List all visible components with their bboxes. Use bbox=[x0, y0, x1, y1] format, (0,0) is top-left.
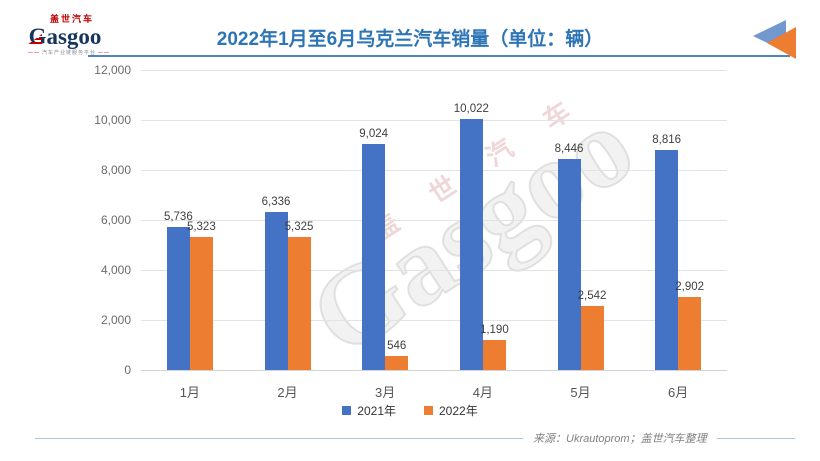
y-axis-tick-label: 8,000 bbox=[100, 163, 131, 177]
logo-tagline: 汽车产业链服务平台 bbox=[26, 51, 104, 56]
y-axis-tick-label: 6,000 bbox=[100, 213, 131, 227]
gridline-10,000 bbox=[141, 119, 727, 121]
bar-2021年-3月 bbox=[362, 144, 386, 370]
bar-2022年-5月 bbox=[580, 306, 604, 370]
bar-2021年-6月 bbox=[655, 149, 679, 370]
gasgoo-logo: 盖世汽车 Gasgoo 汽车产业链服务平台 bbox=[26, 15, 104, 56]
gridline-8,000 bbox=[141, 169, 727, 171]
data-label-2021年-2月: 6,336 bbox=[261, 195, 291, 208]
x-axis-tick-label: 3月 bbox=[375, 385, 396, 400]
x-axis-tick-label: 1月 bbox=[179, 385, 200, 400]
data-label-2022年-4月: 1,190 bbox=[479, 324, 509, 337]
y-axis-tick-label: 4,000 bbox=[100, 263, 131, 277]
y-axis-tick-label: 10,000 bbox=[94, 113, 131, 127]
logo-wordmark: Gasgoo bbox=[26, 25, 104, 48]
bar-2022年-2月 bbox=[287, 236, 311, 370]
data-label-2022年-2月: 5,325 bbox=[284, 220, 314, 233]
gridline-6,000 bbox=[141, 219, 727, 221]
source-row: 来源：Ukrautoprom；盖世汽车整理 bbox=[35, 430, 795, 446]
source-divider-left bbox=[35, 437, 523, 439]
data-label-2021年-6月: 8,816 bbox=[652, 133, 682, 146]
data-label-2021年-4月: 10,022 bbox=[453, 103, 489, 116]
legend-item-2022年: 2022年 bbox=[424, 402, 478, 419]
gridline-2,000 bbox=[141, 319, 727, 321]
corner-arrows-icon bbox=[753, 20, 796, 59]
source-divider-right bbox=[716, 437, 795, 439]
source-text: 来源：Ukrautoprom；盖世汽车整理 bbox=[533, 433, 707, 445]
bar-2021年-4月 bbox=[459, 119, 483, 370]
bar-2022年-1月 bbox=[189, 236, 213, 370]
data-label-2022年-5月: 2,542 bbox=[577, 290, 607, 303]
y-axis-tick-label: 2,000 bbox=[100, 313, 131, 327]
legend-swatch bbox=[424, 406, 433, 415]
bar-2022年-6月 bbox=[678, 297, 702, 370]
gridline-4,000 bbox=[141, 269, 727, 271]
y-axis-tick-label: 12,000 bbox=[94, 63, 131, 77]
legend-swatch bbox=[342, 406, 352, 415]
x-axis-tick-label: 6月 bbox=[668, 385, 689, 400]
bar-2021年-1月 bbox=[166, 226, 190, 370]
legend-item-2021年: 2021年 bbox=[342, 402, 396, 419]
legend-label: 2022年 bbox=[439, 404, 478, 418]
logo-stripes-icon bbox=[27, 34, 42, 45]
data-label-2021年-5月: 8,446 bbox=[554, 142, 584, 155]
bar-2021年-5月 bbox=[557, 158, 581, 370]
page-title: 2022年1月至6月乌克兰汽车销量（单位：辆） bbox=[216, 29, 604, 50]
data-label-2022年-6月: 2,902 bbox=[675, 281, 705, 294]
x-axis-tick-label: 4月 bbox=[472, 385, 493, 400]
x-axis-tick-label: 2月 bbox=[277, 385, 298, 400]
legend-label: 2021年 bbox=[357, 404, 396, 418]
bar-2022年-4月 bbox=[482, 340, 506, 370]
gridline-0 bbox=[141, 369, 727, 371]
bar-2021年-2月 bbox=[264, 211, 288, 370]
logo-chinese-name: 盖世汽车 bbox=[49, 14, 94, 24]
bar-chart: 盖世汽车 Gasgoo 0 2,000 4,000 6,000 8,000 10,000 1… bbox=[94, 63, 727, 400]
y-axis-tick-label: 0 bbox=[124, 363, 131, 377]
chart-legend: 2021年 2022年 bbox=[0, 402, 820, 419]
data-label-2022年-1月: 5,323 bbox=[186, 220, 216, 233]
bar-2022年-3月 bbox=[385, 356, 409, 370]
logo-wordmark-text: Gasgoo bbox=[28, 24, 102, 49]
title-underline bbox=[88, 55, 790, 57]
data-label-2021年-1月: 5,736 bbox=[163, 210, 193, 223]
data-label-2021年-3月: 9,024 bbox=[359, 128, 389, 141]
gridline-12,000 bbox=[141, 69, 727, 71]
x-axis-tick-label: 5月 bbox=[570, 385, 591, 400]
data-label-2022年-3月: 546 bbox=[387, 340, 407, 353]
